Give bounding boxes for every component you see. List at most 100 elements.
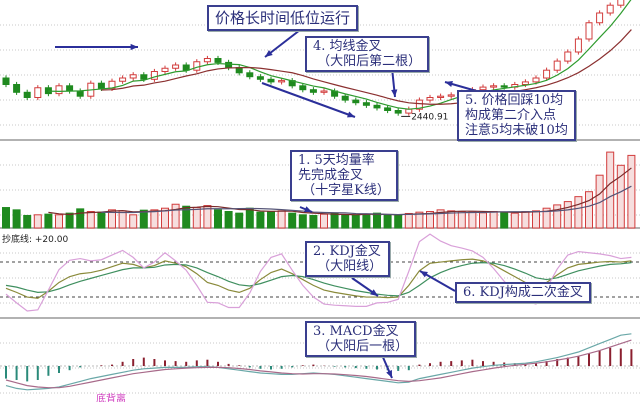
volume-bar [108, 209, 116, 229]
candle [23, 91, 31, 99]
volume-bar [214, 209, 222, 229]
volume-bar [277, 210, 286, 229]
candle [119, 77, 127, 82]
kdj-bottom-line-label: 抄底线: +20.00 [2, 235, 69, 245]
candle [278, 80, 286, 83]
candle [426, 97, 434, 101]
annotation-low-price: 价格长时间低位运行 [207, 5, 359, 31]
pointer-macd-cross-head [386, 370, 392, 378]
kdj-d-line [5, 262, 632, 297]
volume-bar [44, 213, 53, 229]
volume-bar [585, 191, 593, 229]
candle [564, 51, 572, 62]
candle [617, 0, 625, 6]
candle [97, 82, 105, 89]
candle [596, 12, 604, 24]
volume-bar [320, 213, 328, 229]
candle [172, 64, 180, 69]
candle [267, 78, 275, 83]
candle [225, 61, 233, 69]
candle [140, 74, 148, 80]
pointer-pullback-head [445, 81, 453, 88]
pointer-kdj-second-head [420, 271, 428, 278]
volume-bar [65, 212, 74, 229]
volume-bar [563, 201, 572, 229]
candle [437, 95, 445, 98]
candle [66, 85, 74, 92]
annotation-kdj-cross: 2. KDJ金叉 （大阳线） [305, 241, 391, 277]
volume-bar [447, 210, 456, 229]
candle [182, 64, 190, 71]
volume-bar [479, 212, 487, 229]
candle [320, 90, 328, 93]
volume-bar [267, 211, 275, 229]
candle [394, 110, 402, 114]
trend-arrow-down [261, 82, 356, 118]
ma5-line [48, 0, 632, 110]
candle [235, 67, 243, 74]
candle [362, 102, 370, 106]
volume-bar [436, 209, 445, 229]
candle [193, 61, 201, 71]
volume-bar [404, 212, 413, 229]
volume-bar [309, 214, 318, 229]
candle [341, 95, 349, 101]
ma10-line [101, 29, 632, 105]
volume-bar [12, 209, 21, 229]
volume-bar [500, 211, 509, 229]
volume-bar [595, 174, 604, 229]
trend-arrow-flat-head [130, 43, 138, 51]
volume-bar [245, 207, 254, 229]
volume-bar [118, 210, 127, 229]
volume-bar [394, 214, 403, 229]
volume-bar [139, 209, 148, 229]
candle [415, 99, 423, 110]
volume-bar [351, 214, 360, 229]
volume-bar [330, 212, 339, 229]
volume-bar [161, 207, 169, 229]
pointer-low-price-head [265, 50, 273, 57]
volume-bar [510, 212, 519, 229]
volume-bar [468, 211, 477, 229]
volume-bar [150, 209, 159, 229]
candle [490, 85, 498, 88]
volume-bar [97, 211, 106, 229]
candle [34, 87, 42, 98]
volume-ma10-line [101, 185, 632, 216]
candle [13, 84, 21, 93]
candle [585, 22, 593, 40]
volume-bar [129, 214, 138, 229]
volume-bar [224, 211, 233, 229]
volume-bar [256, 211, 265, 229]
volume-bar [362, 213, 371, 229]
volume-bar [489, 211, 498, 229]
candle [500, 85, 508, 88]
volume-bar [203, 205, 212, 229]
candle [129, 74, 137, 79]
volume-bar [2, 207, 10, 229]
volume-bar [426, 211, 434, 229]
volume-bar [192, 207, 201, 229]
volume-bar [627, 154, 636, 229]
volume-bar [298, 214, 307, 229]
volume-bar [171, 203, 180, 229]
candle [150, 71, 158, 80]
candle [479, 86, 487, 91]
volume-bar [55, 214, 63, 229]
candle [2, 77, 10, 85]
candle [352, 99, 360, 104]
pointer-kdj-cross-head [370, 289, 378, 296]
candle [384, 107, 392, 112]
volume-bar [542, 207, 551, 229]
volume-bar [457, 211, 466, 229]
volume-bar [23, 214, 32, 229]
candle [373, 104, 381, 109]
candle [161, 67, 169, 72]
volume-bar [373, 212, 381, 229]
volume-bar [606, 151, 615, 229]
volume-bar [383, 214, 392, 229]
candle [203, 58, 211, 63]
annotation-kdj-second-cross: 6. KDJ构成二次金叉 [455, 282, 591, 303]
volume-bar [415, 211, 424, 229]
